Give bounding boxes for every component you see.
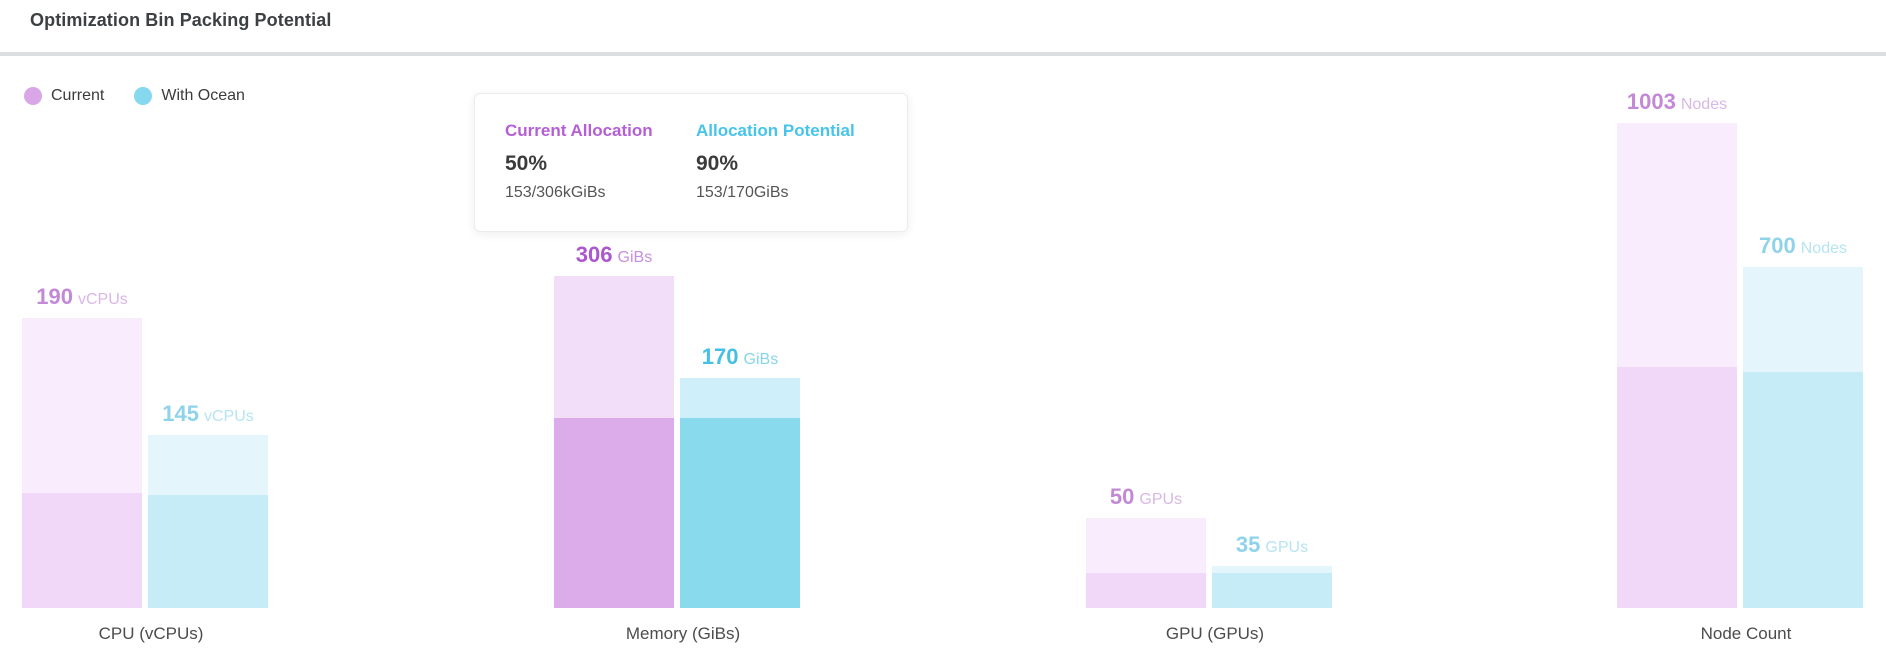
legend-label-current: Current	[51, 87, 105, 104]
legend-swatch-with-ocean-icon	[134, 87, 153, 105]
value-label-current-cpu: 190 vCPUs	[0, 284, 192, 310]
value-unit-ocean-memory: GiBs	[743, 351, 779, 368]
bar-current-node[interactable]	[1617, 123, 1737, 608]
bar-ocean-gpu[interactable]	[1212, 566, 1332, 608]
value-number-ocean-cpu: 145	[162, 401, 199, 426]
bar-fill-ocean-cpu	[148, 495, 268, 608]
value-unit-ocean-gpu: GPUs	[1265, 539, 1309, 556]
tooltip-percent-current: 50%	[505, 152, 548, 175]
axis-label-node: Node Count	[1700, 624, 1792, 643]
value-number-ocean-gpu: 35	[1235, 532, 1261, 557]
bar-fill-ocean-memory	[680, 418, 800, 608]
legend-item-with-ocean[interactable]: With Ocean	[134, 86, 245, 106]
value-unit-current-cpu: vCPUs	[77, 291, 128, 308]
bar-fill-ocean-node	[1743, 372, 1863, 608]
bar-current-cpu[interactable]	[22, 318, 142, 608]
value-unit-ocean-cpu: vCPUs	[203, 408, 254, 425]
value-label-current-memory: 306 GiBs	[504, 242, 724, 268]
tooltip-heading-potential: Allocation Potential	[696, 121, 855, 140]
value-number-ocean-node: 700	[1759, 233, 1796, 258]
bar-ocean-memory[interactable]	[680, 378, 800, 608]
axis-label-gpu: GPU (GPUs)	[1165, 624, 1265, 643]
chart-legend: Current With Ocean	[24, 86, 245, 106]
bar-ocean-node[interactable]	[1743, 267, 1863, 608]
tooltip-percent-potential: 90%	[696, 152, 739, 175]
legend-item-current[interactable]: Current	[24, 86, 104, 106]
bar-fill-ocean-gpu	[1212, 573, 1332, 608]
bar-fill-current-node	[1617, 367, 1737, 608]
header-divider	[0, 52, 1886, 56]
value-number-current-cpu: 190	[36, 284, 73, 309]
value-number-ocean-memory: 170	[701, 344, 739, 369]
value-number-current-node: 1003	[1626, 89, 1676, 114]
bar-ocean-cpu[interactable]	[148, 435, 268, 608]
bar-fill-current-memory	[554, 418, 674, 608]
legend-label-with-ocean: With Ocean	[161, 87, 245, 104]
axis-label-cpu: CPU (vCPUs)	[98, 624, 204, 643]
value-label-current-gpu: 50 GPUs	[1036, 484, 1256, 510]
allocation-tooltip: Current Allocation 50% 153/306kGiBs Allo…	[474, 93, 908, 232]
tooltip-current-column: Current Allocation 50% 153/306kGiBs	[505, 121, 663, 204]
value-number-current-memory: 306	[575, 242, 613, 267]
value-unit-ocean-node: Nodes	[1800, 240, 1847, 257]
tooltip-potential-column: Allocation Potential 90% 153/170GiBs	[696, 121, 855, 204]
legend-swatch-current-icon	[24, 87, 42, 105]
bar-current-gpu[interactable]	[1086, 518, 1206, 608]
tooltip-detail-potential: 153/170GiBs	[696, 184, 789, 201]
value-label-current-node: 1003 Nodes	[1567, 89, 1787, 115]
tooltip-detail-current: 153/306kGiBs	[505, 184, 606, 201]
value-unit-current-gpu: GPUs	[1139, 491, 1183, 508]
tooltip-heading-current: Current Allocation	[505, 121, 653, 140]
value-number-current-gpu: 50	[1109, 484, 1135, 509]
bar-current-memory[interactable]	[554, 276, 674, 608]
value-unit-current-node: Nodes	[1680, 96, 1728, 113]
value-unit-current-memory: GiBs	[617, 249, 653, 266]
axis-label-memory: Memory (GiBs)	[625, 624, 741, 643]
bar-fill-current-gpu	[1086, 573, 1206, 608]
bar-fill-current-cpu	[22, 493, 142, 608]
page-title: Optimization Bin Packing Potential	[30, 10, 332, 30]
